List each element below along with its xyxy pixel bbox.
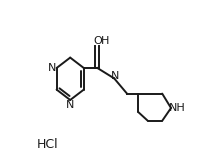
Text: HCl: HCl: [37, 137, 58, 151]
Text: N: N: [111, 71, 120, 80]
Text: O: O: [93, 36, 102, 46]
Text: NH: NH: [169, 103, 186, 113]
Text: H: H: [100, 36, 109, 46]
Text: N: N: [66, 100, 74, 110]
Text: N: N: [48, 63, 56, 73]
